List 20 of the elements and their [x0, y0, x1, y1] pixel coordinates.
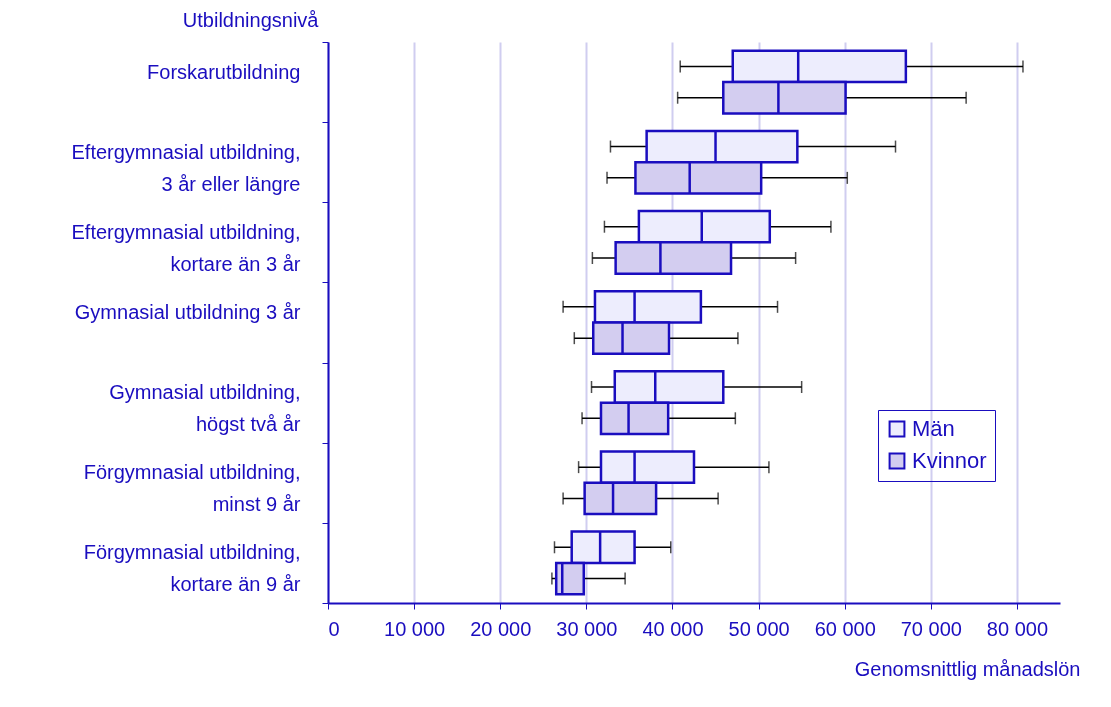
legend-label: Män — [912, 416, 955, 441]
x-tick-label: 80 000 — [986, 617, 1049, 640]
legend-label: Kvinnor — [912, 448, 987, 473]
x-tick-label: 20 000 — [470, 617, 532, 640]
x-tick-label: 30 000 — [556, 617, 618, 640]
y-axis-title: Utbildningsnivå — [182, 8, 320, 31]
y-tick-label: Eftergymnasial utbildning, kortare än 3 år — [71, 220, 301, 275]
x-tick-label: 10 000 — [384, 617, 446, 640]
x-axis-title: Genomsnittlig månadslön — [854, 657, 1081, 680]
x-tick-label: 70 000 — [900, 617, 962, 640]
y-tick-label: Förgymnasial utbildning, minst 9 år — [83, 461, 301, 516]
y-tick-label: Gymnasial utbildning 3 år — [74, 301, 301, 323]
y-tick-label: Eftergymnasial utbildning, 3 år eller längre — [71, 140, 301, 195]
x-tick-label: 0 — [328, 617, 340, 640]
x-tick-label: 50 000 — [728, 617, 790, 640]
y-tick-label: Forskarutbildning — [147, 60, 301, 83]
y-tick-label: Gymnasial utbildning, högst två år — [109, 381, 301, 436]
y-tick-label: Förgymnasial utbildning, kortare än 9 år — [83, 541, 301, 596]
x-tick-label: 40 000 — [642, 617, 704, 640]
x-tick-label: 60 000 — [814, 617, 876, 640]
